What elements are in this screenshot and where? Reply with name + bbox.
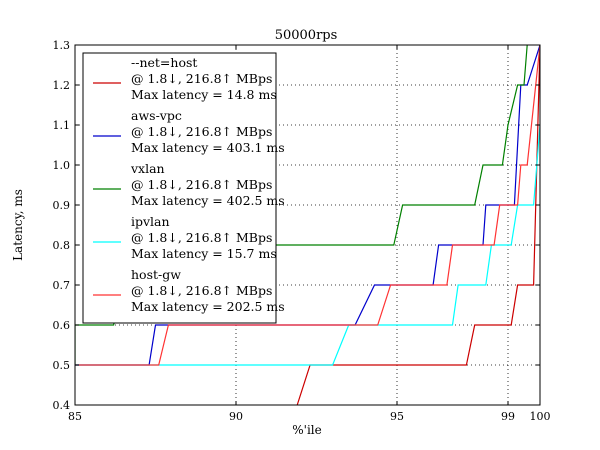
- y-tick-label: 0.4: [53, 399, 71, 412]
- legend-entry-line: Max latency = 15.7 ms: [131, 246, 277, 261]
- x-axis-title: %'ile: [292, 423, 321, 437]
- legend-entry-line: Max latency = 402.5 ms: [131, 193, 285, 208]
- legend-entry-line: Max latency = 14.8 ms: [131, 87, 277, 102]
- legend-entry-line: host-gw: [131, 267, 181, 282]
- y-tick-label: 0.6: [53, 319, 71, 332]
- series-line: [75, 45, 540, 366]
- x-tick-label: 95: [390, 410, 404, 423]
- legend-box: [82, 52, 277, 324]
- legend-entry-line: @ 1.8↓, 216.8↑ MBps: [131, 124, 272, 139]
- legend-entry-line: --net=host: [131, 55, 197, 70]
- x-tick-label: 99: [501, 410, 515, 423]
- y-tick-label: 0.8: [53, 239, 71, 252]
- y-tick-label: 0.7: [53, 279, 71, 292]
- plot-frame: [74, 44, 541, 406]
- y-tick-label: 1.2: [53, 79, 71, 92]
- y-tick-label: 1.3: [53, 39, 71, 52]
- chart-title: 50000rps: [275, 28, 338, 43]
- legend-entry-line: @ 1.8↓, 216.8↑ MBps: [131, 71, 272, 86]
- legend-entry-line: @ 1.8↓, 216.8↑ MBps: [131, 283, 272, 298]
- series-line: [75, 45, 540, 366]
- y-axis-title: Latency, ms: [11, 189, 25, 261]
- axis-ticks: 0.4 0.5 0.6 0.7 0.8 0.9 1.0 1.1 1.2 1.3 85 90 95 99 10…: [53, 39, 551, 423]
- legend-entry-line: @ 1.8↓, 216.8↑ MBps: [131, 230, 272, 245]
- x-tick-label: 90: [229, 410, 243, 423]
- y-tick-label: 1.0: [53, 159, 71, 172]
- series-line: [75, 124, 540, 366]
- legend-entry-line: Max latency = 202.5 ms: [131, 299, 285, 314]
- y-tick-label: 0.9: [53, 199, 71, 212]
- legend-entry-line: vxlan: [130, 161, 165, 176]
- y-tick-label: 0.5: [53, 359, 71, 372]
- y-tick-label: 1.1: [53, 119, 71, 132]
- x-tick-label: 100: [530, 410, 551, 423]
- x-tick-label: 85: [68, 410, 82, 423]
- legend-entry-line: Max latency = 403.1 ms: [131, 140, 285, 155]
- legend-entry-line: aws-vpc: [131, 108, 182, 123]
- series-line: [296, 45, 540, 405]
- legend-entry-line: @ 1.8↓, 216.8↑ MBps: [131, 177, 272, 192]
- legend-entry-line: ipvlan: [131, 214, 170, 229]
- series-lines: [75, 45, 540, 405]
